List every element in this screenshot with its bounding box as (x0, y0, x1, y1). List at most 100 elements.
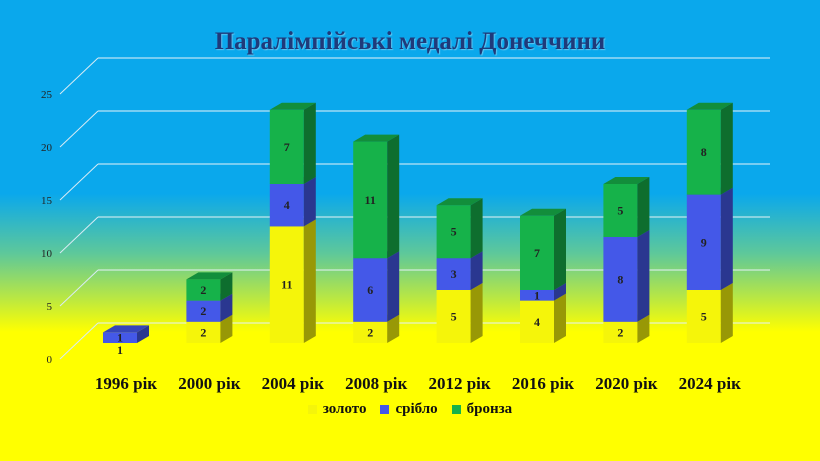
data-label: 11 (365, 193, 376, 207)
y-tick-label: 25 (41, 89, 53, 101)
legend: золото срібло бронза (0, 401, 820, 418)
bar-segment-side (220, 272, 233, 301)
bar-segment (269, 226, 304, 343)
x-tick-label: 2004 рік (262, 374, 324, 393)
data-label: 1 (534, 288, 540, 302)
bar-segment-side (220, 293, 233, 322)
x-tick-label: 1996 рік (95, 374, 157, 393)
x-tick-label: 2008 рік (345, 374, 407, 393)
bar-segment-side (637, 314, 650, 343)
bar-segment (353, 321, 388, 343)
data-label: 1 (117, 343, 123, 357)
bar-segment-top (186, 272, 233, 280)
bar-segment-top (269, 102, 316, 110)
data-label: 7 (534, 246, 540, 260)
legend-label: бронза (466, 401, 513, 417)
x-tick-label: 2000 рік (178, 374, 240, 393)
bar-segment-side (637, 177, 650, 237)
x-tick-label: 2020 рік (595, 374, 657, 393)
bar-segment-side (720, 102, 733, 195)
legend-item: бронза (451, 401, 513, 418)
bar-segment-side (554, 283, 566, 301)
bar-segment (436, 258, 471, 290)
bar-segment (686, 194, 721, 290)
y-tick-label: 0 (47, 354, 53, 366)
x-tick-label: 2012 рік (428, 374, 490, 393)
legend-swatch (307, 405, 317, 414)
bar-segment (686, 290, 721, 343)
data-label: 4 (534, 315, 540, 329)
bar-segment (103, 332, 137, 343)
bar-segment (520, 290, 554, 301)
bar-segment-side (303, 219, 316, 343)
data-label: 2 (200, 325, 206, 339)
bar-segment-side (387, 314, 400, 343)
bar-segment-side (720, 187, 733, 290)
data-label: 5 (451, 310, 457, 324)
gridline-diagonal (59, 269, 99, 307)
bar-segment (603, 321, 638, 343)
data-label: 2 (200, 304, 206, 318)
bar-segment (436, 290, 471, 343)
data-label: 4 (284, 198, 290, 212)
bar-segment-top (353, 134, 400, 142)
data-label: 7 (284, 140, 290, 154)
legend-item: срібло (380, 401, 438, 418)
x-tick-label: 2016 рік (512, 374, 574, 393)
bar-segment (520, 300, 554, 343)
legend-label: золото (322, 401, 367, 417)
legend-swatch (451, 405, 461, 414)
bar-segment (686, 109, 721, 195)
data-label: 8 (701, 145, 707, 159)
bar-segment-side (720, 283, 733, 343)
bar-segment-side (303, 177, 316, 227)
bar-segment (186, 300, 221, 322)
bar-segment (353, 141, 388, 259)
bar-segment-top (686, 102, 733, 110)
bar-segment (269, 109, 304, 184)
data-label: 3 (451, 267, 457, 281)
bar-segment-side (387, 134, 400, 259)
bar-segment-side (220, 314, 233, 343)
data-label: 1 (117, 331, 123, 345)
gridline-diagonal (59, 110, 99, 148)
bar-segment (436, 205, 471, 259)
y-tick-label: 20 (41, 142, 53, 154)
x-tick-label: 2024 рік (679, 374, 741, 393)
bar-segment-side (470, 251, 483, 290)
data-label: 9 (701, 235, 707, 249)
gridline-diagonal (59, 322, 99, 360)
bar-segment-side (387, 251, 400, 322)
data-label: 5 (451, 225, 457, 239)
gridline-diagonal (59, 216, 99, 254)
bar-segment (186, 279, 221, 301)
bar-segment-top (436, 198, 483, 206)
bar-segment-side (637, 230, 650, 322)
y-tick-label: 5 (47, 301, 53, 313)
data-label: 2 (367, 325, 373, 339)
bar-segment-top (603, 177, 650, 184)
bar-segment (603, 184, 638, 237)
chart-title: Паралімпійські медалі Донеччини (214, 28, 606, 55)
bar-segment-side (554, 208, 566, 290)
bar-segment (353, 258, 388, 322)
bar-segment-top (103, 325, 149, 333)
bar-segment (269, 184, 304, 227)
data-label: 5 (701, 310, 707, 324)
bar-segment-top (520, 208, 566, 216)
data-label: 6 (367, 283, 373, 297)
data-label: 11 (281, 278, 292, 292)
bar-segment (520, 215, 554, 290)
data-label: 2 (617, 325, 623, 339)
data-label: 8 (617, 272, 623, 286)
bar-segment-side (554, 293, 566, 343)
bar-segment (186, 321, 221, 343)
bar-segment (603, 237, 638, 322)
legend-swatch (380, 405, 390, 414)
gridline-diagonal (59, 163, 99, 201)
legend-item: золото (307, 401, 367, 418)
gridline-diagonal (59, 57, 99, 95)
